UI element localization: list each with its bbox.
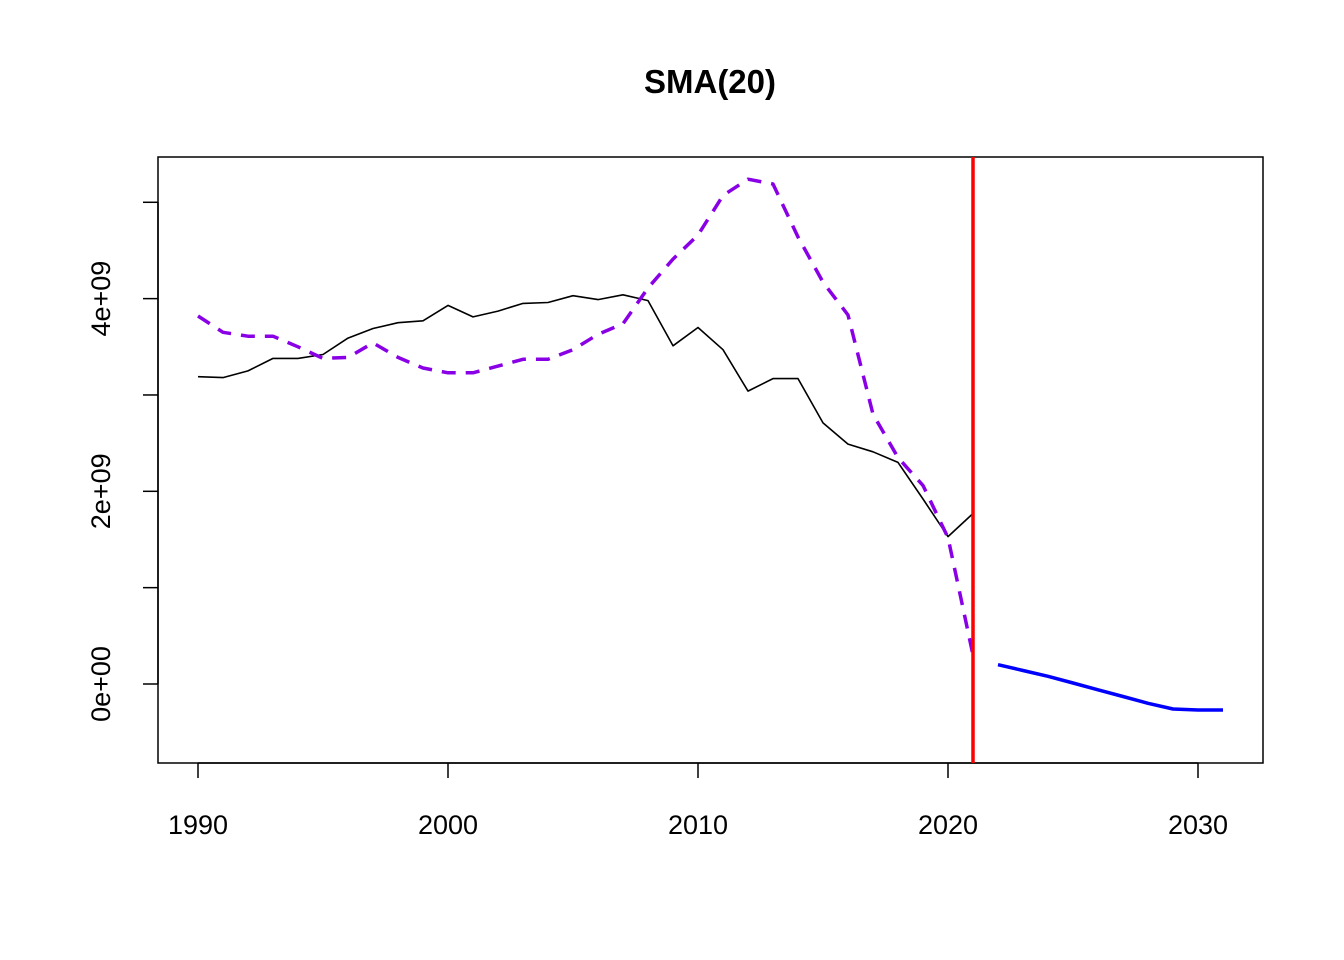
x-tick-label: 2020 — [918, 810, 978, 840]
chart-title: SMA(20) — [644, 63, 776, 100]
plot-box — [157, 156, 1264, 764]
series-line-forecast — [997, 662, 1223, 712]
y-tick-label: 4e+09 — [86, 261, 116, 337]
series-line-observed — [197, 293, 974, 538]
x-tick-label: 2000 — [418, 810, 478, 840]
y-axis: 0e+00 2e+09 4e+09 — [86, 201, 159, 722]
series-layer — [197, 177, 1223, 712]
x-tick-label: 1990 — [168, 810, 228, 840]
y-tick-label: 0e+00 — [86, 646, 116, 722]
x-tick-label: 2030 — [1168, 810, 1228, 840]
x-axis: 1990 2000 2010 2020 2030 — [168, 762, 1228, 840]
y-tick-label: 2e+09 — [86, 453, 116, 529]
series-line-fitted — [197, 177, 975, 656]
x-tick-label: 2010 — [668, 810, 728, 840]
